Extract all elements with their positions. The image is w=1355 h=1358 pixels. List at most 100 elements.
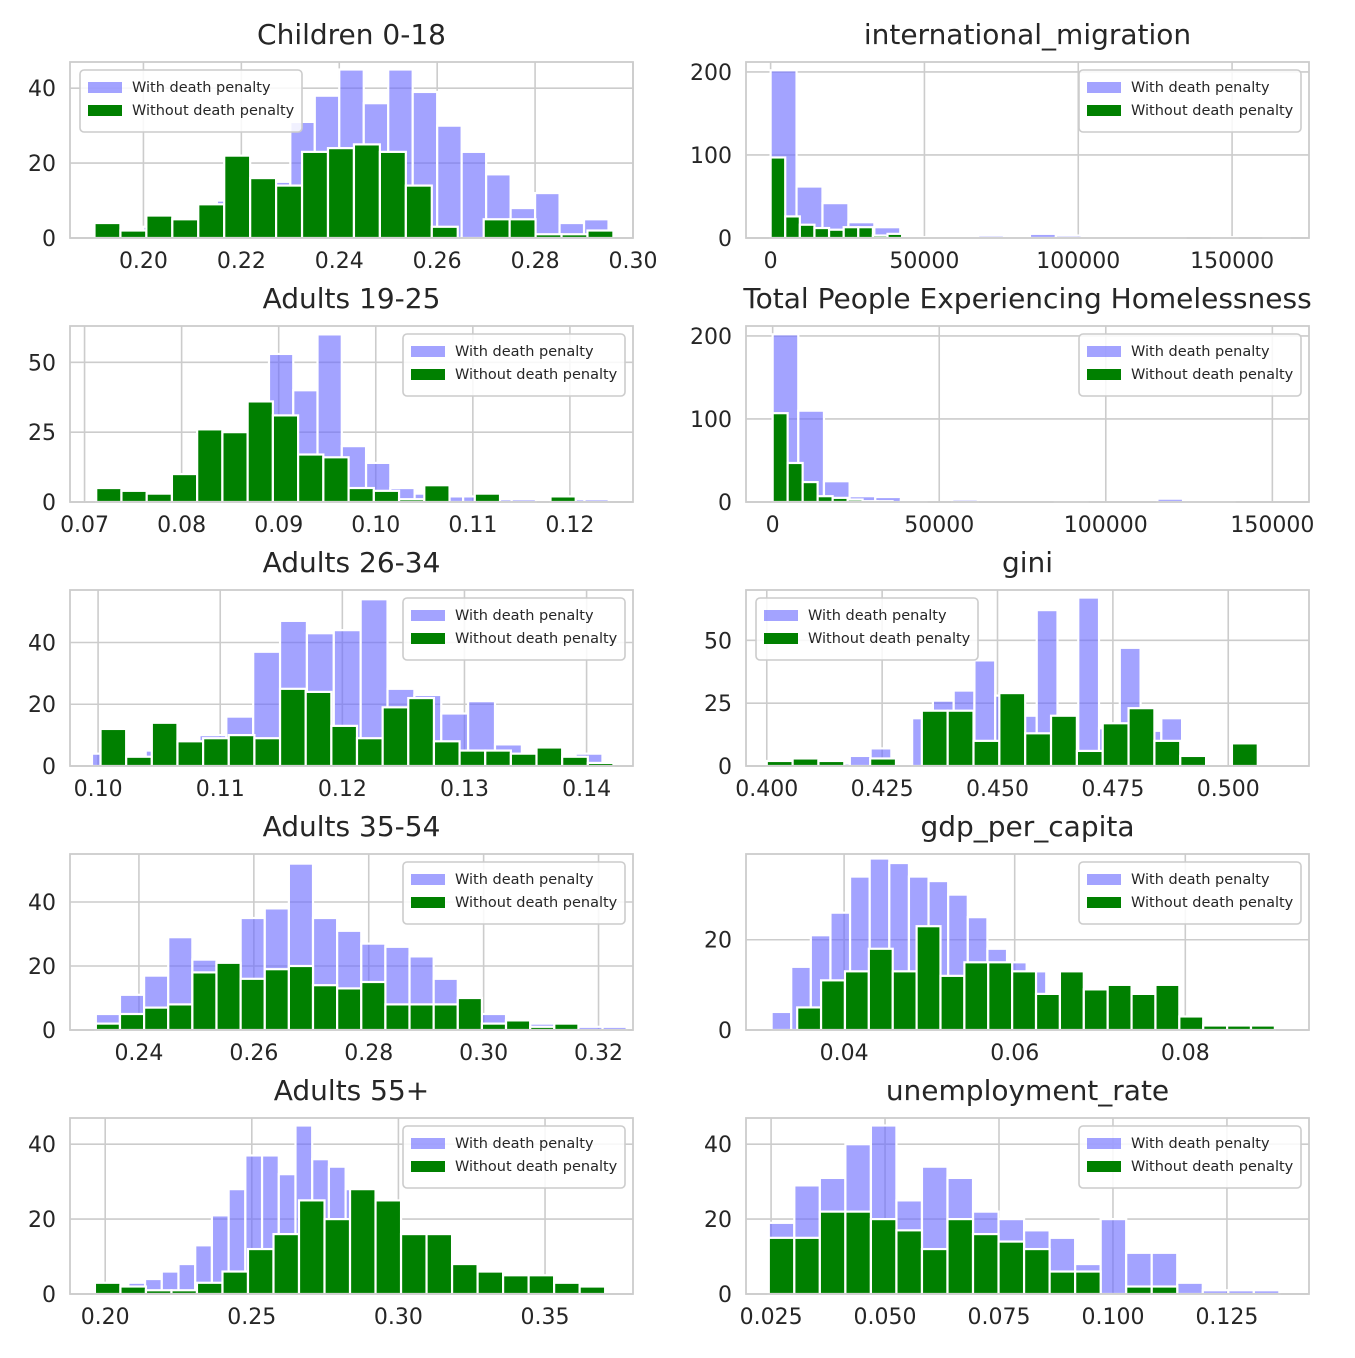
subplot-adults-26-34: 0.10 0.11 0.12 0.13 0.14 0 20 40 Adults 26-34 Wit… xyxy=(28,546,634,802)
bar-without-death-penalty xyxy=(484,749,512,768)
subplot-title: Adults 26-34 xyxy=(263,546,441,579)
y-tick-label: 0 xyxy=(718,755,732,780)
legend-label-without-death-penalty: Without death penalty xyxy=(455,631,618,647)
legend-swatch-without-death-penalty xyxy=(88,105,122,116)
legend: With death penalty Without death penalty xyxy=(1078,333,1302,397)
y-tick-label: 0 xyxy=(718,1283,732,1308)
legend-box xyxy=(1078,861,1302,925)
x-tick-label: 0.11 xyxy=(196,777,245,802)
legend: With death penalty Without death penalty xyxy=(79,69,303,133)
legend-swatch-without-death-penalty xyxy=(411,369,445,380)
bar-without-death-penalty xyxy=(1125,1285,1153,1296)
bar-without-death-penalty xyxy=(145,492,174,504)
x-tick-label: 0.24 xyxy=(114,1041,163,1066)
bar-without-death-penalty xyxy=(99,727,128,768)
subplot-unemployment-rate: 0.025 0.050 0.075 0.100 0.125 0 20 40 unemployme… xyxy=(704,1074,1310,1330)
bar-without-death-penalty xyxy=(272,1232,301,1296)
legend-swatch-with-death-penalty xyxy=(411,1138,445,1149)
bar-without-death-penalty xyxy=(275,184,304,240)
bar-without-death-penalty xyxy=(784,215,801,240)
legend-swatch-with-death-penalty xyxy=(411,610,445,621)
axes-frame xyxy=(69,853,634,1031)
bar-without-death-penalty xyxy=(191,971,218,1032)
bar-without-death-penalty xyxy=(408,1003,435,1032)
bar-without-death-penalty xyxy=(360,980,387,1032)
bar-without-death-penalty xyxy=(1011,970,1038,1032)
bar-without-death-penalty xyxy=(1022,1247,1051,1296)
bar-without-death-penalty xyxy=(425,1232,454,1296)
bar-without-death-penalty xyxy=(501,1274,530,1296)
legend-box xyxy=(402,597,626,661)
subplot-title: Adults 19-25 xyxy=(263,282,441,315)
legend-box xyxy=(402,333,626,397)
y-tick-label: 0 xyxy=(718,227,732,252)
bar-without-death-penalty xyxy=(1058,970,1085,1032)
bar-with-death-penalty xyxy=(436,124,463,240)
bar-without-death-penalty xyxy=(1082,988,1109,1032)
x-tick-label: 0.475 xyxy=(1081,777,1144,802)
x-tick-label: 0.25 xyxy=(227,1305,276,1330)
bar-without-death-penalty xyxy=(553,1281,581,1296)
legend-label-without-death-penalty: Without death penalty xyxy=(1131,1159,1294,1175)
bar-without-death-penalty xyxy=(891,970,918,1032)
bar-without-death-penalty xyxy=(1127,707,1156,768)
legend-box xyxy=(755,597,979,661)
y-tick-label: 0 xyxy=(42,1283,56,1308)
bar-without-death-penalty xyxy=(1179,754,1208,768)
bar-without-death-penalty xyxy=(504,1019,532,1032)
bar-without-death-penalty xyxy=(771,412,789,504)
x-tick-label: 0.425 xyxy=(851,777,914,802)
axes-frame xyxy=(745,589,1310,767)
y-tick-label: 0 xyxy=(42,755,56,780)
bar-without-death-penalty xyxy=(813,226,831,240)
bar-without-death-penalty xyxy=(508,218,537,240)
bar-without-death-penalty xyxy=(1106,983,1133,1032)
bar-without-death-penalty xyxy=(796,1006,823,1032)
bar-without-death-penalty xyxy=(1048,1270,1077,1296)
bar-without-death-penalty xyxy=(125,755,153,768)
x-tick-label: 50000 xyxy=(889,249,959,274)
subplot-title: Children 0-18 xyxy=(257,18,446,51)
bar-without-death-penalty xyxy=(844,1210,873,1296)
bar-without-death-penalty xyxy=(998,691,1027,768)
legend-swatch-without-death-penalty xyxy=(411,1161,445,1172)
y-tick-label: 0 xyxy=(42,227,56,252)
bar-without-death-penalty xyxy=(221,431,249,504)
legend-swatch-with-death-penalty xyxy=(411,346,445,357)
subplot-gini: 0.400 0.425 0.450 0.475 0.500 0 25 50 gini With d… xyxy=(704,546,1310,802)
bar-without-death-penalty xyxy=(93,1281,122,1296)
bar-without-death-penalty xyxy=(1178,1015,1205,1032)
bar-without-death-penalty xyxy=(355,737,384,768)
legend: With death penalty Without death penalty xyxy=(402,861,626,925)
bar-without-death-penalty xyxy=(399,1232,428,1296)
legend-label-without-death-penalty: Without death penalty xyxy=(1131,367,1294,383)
y-tick-label: 100 xyxy=(690,144,732,169)
y-tick-label: 0 xyxy=(718,491,732,516)
bar-without-death-penalty xyxy=(578,1285,607,1296)
legend-swatch-without-death-penalty xyxy=(764,633,798,644)
bar-with-death-penalty xyxy=(1099,1218,1128,1296)
x-tick-label: 0.20 xyxy=(81,1305,130,1330)
x-tick-label: 0.10 xyxy=(74,777,123,802)
x-tick-label: 0.24 xyxy=(315,249,364,274)
y-tick-label: 20 xyxy=(28,152,56,177)
bar-without-death-penalty xyxy=(561,755,589,768)
legend: With death penalty Without death penalty xyxy=(1078,1125,1302,1189)
subplot-title: unemployment_rate xyxy=(886,1074,1169,1107)
y-tick-label: 40 xyxy=(28,891,56,916)
bar-without-death-penalty xyxy=(842,226,860,240)
axes-frame xyxy=(69,61,634,239)
bar-without-death-penalty xyxy=(786,461,804,504)
legend: With death penalty Without death penalty xyxy=(755,597,979,661)
subplot-title: gini xyxy=(1002,546,1053,579)
legend-label-with-death-penalty: With death penalty xyxy=(1131,344,1270,360)
bar-without-death-penalty xyxy=(322,456,350,504)
bar-without-death-penalty xyxy=(215,961,242,1032)
bar-without-death-penalty xyxy=(857,226,875,240)
legend-label-with-death-penalty: With death penalty xyxy=(455,872,594,888)
bar-without-death-penalty xyxy=(509,752,538,768)
axes-frame xyxy=(745,1117,1310,1295)
subplot-title: international_migration xyxy=(864,18,1191,51)
bar-without-death-penalty xyxy=(374,1199,403,1296)
x-tick-label: 0.32 xyxy=(574,1041,623,1066)
